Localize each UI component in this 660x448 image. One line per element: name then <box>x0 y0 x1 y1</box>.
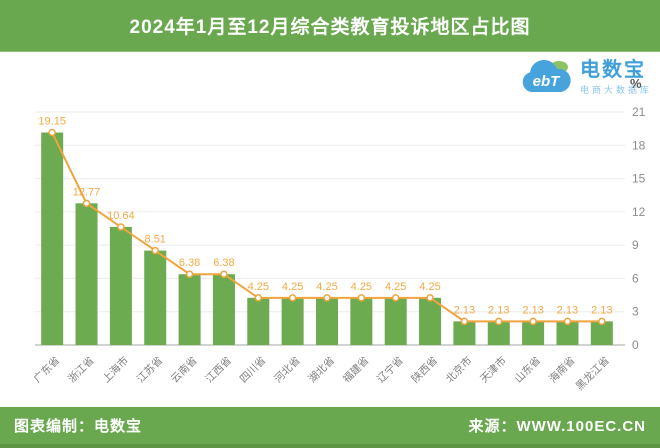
point-marker <box>82 199 91 208</box>
y-tick-label: 6 <box>632 271 639 285</box>
point-marker <box>117 223 125 231</box>
cloud-logo-text: ebT <box>533 73 562 90</box>
trend-line <box>51 132 602 323</box>
bar <box>556 321 579 345</box>
y-tick-label: 3 <box>632 305 639 319</box>
y-axis-unit-label: % <box>630 76 642 91</box>
value-label: 6.38 <box>179 257 200 269</box>
x-tick-label: 福建省 <box>340 354 371 385</box>
x-tick-label: 浙江省 <box>65 354 96 385</box>
x-tick-label: 湖北省 <box>306 354 337 385</box>
x-tick-label: 海南省 <box>546 354 577 385</box>
bar <box>75 203 98 345</box>
chart-footer: 图表编制：电数宝 来源：WWW.100EC.CN <box>0 407 660 448</box>
point-marker <box>460 317 469 326</box>
value-labels: 19.15 12.77 10.64 8.51 6.38 6.38 4.25 4.25 4.25 4… <box>38 116 612 317</box>
x-tick-label: 黑龙江省 <box>573 354 612 393</box>
value-label: 4.25 <box>316 281 337 293</box>
point-marker <box>391 294 400 302</box>
bar <box>247 297 270 345</box>
bar <box>522 321 545 345</box>
footer-credit: 图表编制：电数宝 <box>14 418 143 435</box>
point-markers <box>48 128 606 326</box>
value-label: 2.13 <box>591 304 612 316</box>
point-marker <box>288 294 297 302</box>
y-tick-label: 21 <box>632 105 646 119</box>
bar <box>144 250 167 345</box>
bar <box>178 274 201 345</box>
bar-line-chart: 0 3 6 9 12 15 18 21% 19.15 12.77 10.64 8.51 6.38 6.38… <box>31 76 646 393</box>
y-tick-label: 0 <box>632 338 639 352</box>
bars <box>41 132 613 345</box>
point-marker <box>495 317 503 326</box>
x-tick-label: 陕西省 <box>409 354 440 385</box>
x-tick-label: 江苏省 <box>134 354 165 385</box>
bar <box>590 321 613 345</box>
point-marker <box>48 128 56 137</box>
bar <box>419 297 442 345</box>
point-marker <box>357 294 366 302</box>
value-label: 19.15 <box>38 116 66 128</box>
x-tick-label: 河北省 <box>271 354 302 385</box>
x-tick-label: 广东省 <box>31 354 62 385</box>
footer-source: 来源：WWW.100EC.CN <box>468 418 646 435</box>
x-tick-label: 四川省 <box>237 354 268 385</box>
value-label: 4.25 <box>419 281 440 293</box>
y-tick-label: 12 <box>632 205 646 219</box>
bar <box>41 132 64 345</box>
point-marker <box>254 294 263 302</box>
bar <box>384 297 407 345</box>
x-tick-label: 江西省 <box>203 354 234 385</box>
chart-title: 2024年1月至12月综合类教育投诉地区占比图 <box>129 17 531 38</box>
point-marker <box>426 294 434 302</box>
bar <box>281 297 304 345</box>
x-tick-label: 上海市 <box>100 354 131 385</box>
x-tick-label: 北京市 <box>443 354 474 385</box>
value-label: 4.25 <box>282 281 303 293</box>
value-label: 2.13 <box>557 304 578 316</box>
y-tick-label: 9 <box>632 238 639 252</box>
chart-canvas: ebT 电数宝 电商大数据库 0 3 6 9 12 15 18 21% 19.15 12.77 10… <box>0 52 660 407</box>
y-axis-labels: 0 3 6 9 12 15 18 21% <box>630 76 646 352</box>
x-tick-label: 云南省 <box>168 354 199 385</box>
bar <box>350 297 373 345</box>
point-marker <box>185 270 194 278</box>
value-label: 4.25 <box>351 281 372 293</box>
point-marker <box>529 317 537 326</box>
value-label: 12.77 <box>73 186 101 198</box>
bar <box>109 226 132 345</box>
point-marker <box>563 317 572 326</box>
logo-brand: 电数宝 <box>579 58 646 81</box>
x-tick-label: 天津市 <box>477 354 508 385</box>
value-label: 4.25 <box>248 281 269 293</box>
trend-polyline <box>51 132 602 323</box>
x-tick-label: 辽宁省 <box>374 354 405 385</box>
logo-text-block: 电数宝 电商大数据库 <box>580 59 652 96</box>
bar <box>453 321 476 345</box>
value-label: 4.25 <box>385 281 406 293</box>
edb-logo: ebT 电数宝 电商大数据库 <box>519 55 652 99</box>
point-marker <box>323 294 331 302</box>
chart-title-bar: 2024年1月至12月综合类教育投诉地区占比图 <box>0 0 660 52</box>
logo-subtitle: 电商大数据库 <box>579 84 652 95</box>
bar <box>212 274 235 345</box>
cloud-logo-icon: ebT <box>522 59 571 92</box>
value-label: 2.13 <box>522 304 543 316</box>
value-label: 8.51 <box>145 234 166 246</box>
value-label: 2.13 <box>454 304 475 316</box>
value-label: 10.64 <box>107 210 135 222</box>
y-tick-label: 15 <box>632 172 646 186</box>
value-label: 2.13 <box>488 304 509 316</box>
y-tick-label: 18 <box>632 138 646 152</box>
bar <box>487 321 510 345</box>
grid-lines <box>35 111 625 346</box>
x-tick-label: 山东省 <box>512 354 543 385</box>
point-marker <box>151 246 159 255</box>
point-marker <box>598 317 606 326</box>
x-axis-labels: 广东省 浙江省 上海市 江苏省 云南省 江西省 四川省 河北省 湖北省 福建省 辽宁省 陕西省 北京市天… <box>31 354 612 393</box>
value-label: 6.38 <box>213 257 234 269</box>
point-marker <box>220 270 228 278</box>
bar <box>316 297 338 345</box>
